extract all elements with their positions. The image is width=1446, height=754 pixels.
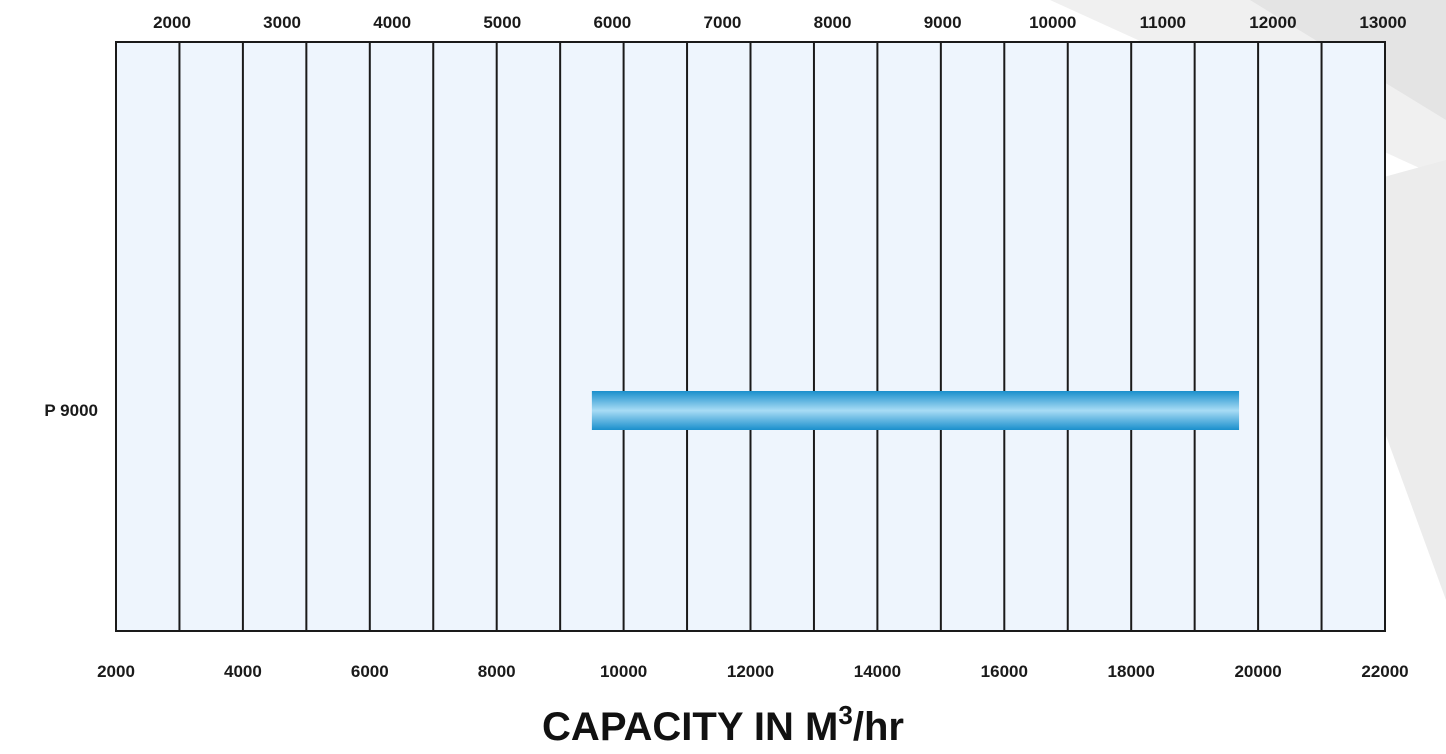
bottom-tick-label: 8000 bbox=[478, 662, 516, 681]
bottom-tick-label: 18000 bbox=[1108, 662, 1155, 681]
top-tick-label: 2000 bbox=[153, 13, 191, 32]
bottom-tick-label: 4000 bbox=[224, 662, 262, 681]
bottom-tick-label: 22000 bbox=[1361, 662, 1408, 681]
x-axis-label-main: CAPACITY IN M bbox=[542, 705, 839, 749]
bottom-tick-label: 16000 bbox=[981, 662, 1028, 681]
top-tick-label: 6000 bbox=[593, 13, 631, 32]
top-tick-label: 9000 bbox=[924, 13, 962, 32]
top-tick-label: 12000 bbox=[1249, 13, 1296, 32]
bottom-tick-label: 20000 bbox=[1234, 662, 1281, 681]
x-axis-label-superscript: 3 bbox=[838, 700, 853, 730]
bar-p-9000 bbox=[591, 391, 1240, 430]
bottom-tick-label: 12000 bbox=[727, 662, 774, 681]
bottom-axis-ticks: 2000 4000 6000 8000 10000 12000 14000 16000 1800… bbox=[97, 662, 1409, 681]
top-axis-ticks: 2000 3000 4000 5000 6000 7000 8000 9000 10000 110… bbox=[153, 13, 1407, 32]
row-label: P 9000 bbox=[44, 401, 98, 420]
top-tick-label: 13000 bbox=[1359, 13, 1406, 32]
grid-layer bbox=[115, 41, 1386, 632]
bottom-tick-label: 10000 bbox=[600, 662, 647, 681]
row-labels: P 9000 bbox=[44, 401, 98, 420]
top-tick-label: 4000 bbox=[373, 13, 411, 32]
bottom-tick-label: 14000 bbox=[854, 662, 901, 681]
top-tick-label: 11000 bbox=[1140, 13, 1186, 32]
top-tick-label: 10000 bbox=[1029, 13, 1076, 32]
x-axis-label: CAPACITY IN M3/hr bbox=[0, 700, 1446, 750]
top-tick-label: 5000 bbox=[483, 13, 521, 32]
x-axis-label-tail: /hr bbox=[852, 705, 904, 749]
top-tick-label: 3000 bbox=[263, 13, 301, 32]
bottom-tick-label: 6000 bbox=[351, 662, 389, 681]
top-tick-label: 7000 bbox=[704, 13, 742, 32]
top-tick-label: 8000 bbox=[814, 13, 852, 32]
bar-layer bbox=[591, 391, 1240, 430]
bottom-tick-label: 2000 bbox=[97, 662, 135, 681]
